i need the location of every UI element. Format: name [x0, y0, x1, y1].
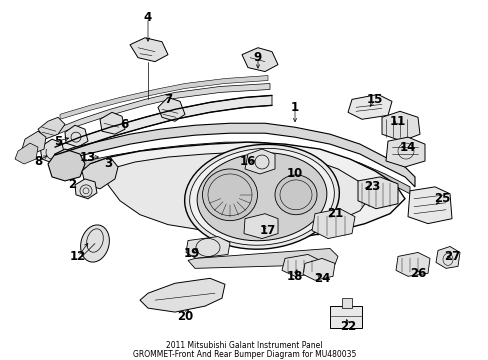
Polygon shape [55, 95, 271, 155]
Polygon shape [130, 38, 168, 62]
Text: 2: 2 [68, 178, 76, 192]
Polygon shape [15, 143, 38, 164]
Polygon shape [185, 237, 229, 258]
Text: 24: 24 [313, 272, 329, 285]
Text: 3: 3 [104, 157, 112, 171]
Ellipse shape [274, 175, 316, 215]
Polygon shape [38, 117, 65, 139]
Polygon shape [407, 187, 451, 224]
Polygon shape [381, 111, 419, 141]
Polygon shape [435, 247, 459, 268]
Ellipse shape [81, 225, 109, 262]
Ellipse shape [184, 144, 339, 249]
Ellipse shape [202, 169, 257, 221]
Polygon shape [48, 149, 85, 181]
Ellipse shape [189, 148, 334, 245]
Polygon shape [55, 123, 414, 187]
Polygon shape [75, 179, 97, 199]
Text: 18: 18 [286, 270, 303, 283]
Text: 9: 9 [253, 51, 262, 64]
Polygon shape [55, 84, 269, 135]
Text: GROMMET-Front And Rear Bumper Diagram for MU480035: GROMMET-Front And Rear Bumper Diagram fo… [133, 350, 355, 359]
Text: 26: 26 [409, 267, 426, 280]
Polygon shape [40, 139, 65, 164]
Polygon shape [158, 98, 184, 121]
Polygon shape [140, 278, 224, 312]
Text: 7: 7 [163, 93, 172, 106]
Text: 8: 8 [34, 154, 42, 167]
Polygon shape [242, 48, 278, 72]
Text: 14: 14 [399, 141, 415, 154]
Polygon shape [395, 252, 429, 276]
Text: 2011 Mitsubishi Galant Instrument Panel: 2011 Mitsubishi Galant Instrument Panel [166, 341, 322, 350]
Text: 23: 23 [363, 180, 379, 193]
Ellipse shape [197, 153, 326, 241]
Polygon shape [82, 157, 118, 189]
Polygon shape [90, 142, 404, 239]
Polygon shape [329, 306, 361, 328]
Text: 10: 10 [286, 167, 303, 180]
Polygon shape [282, 255, 319, 276]
Text: 20: 20 [177, 310, 193, 323]
Text: 6: 6 [120, 118, 128, 131]
Polygon shape [108, 152, 369, 231]
Text: 19: 19 [183, 247, 200, 260]
Text: 4: 4 [143, 12, 152, 24]
Polygon shape [244, 214, 278, 239]
Polygon shape [357, 177, 397, 209]
Polygon shape [311, 209, 354, 239]
Polygon shape [187, 248, 337, 268]
Text: 1: 1 [290, 101, 299, 114]
Text: 17: 17 [259, 224, 276, 237]
Polygon shape [385, 137, 424, 167]
Text: 12: 12 [70, 250, 86, 263]
Text: 13: 13 [80, 150, 96, 163]
Text: 11: 11 [389, 115, 406, 128]
Polygon shape [60, 76, 267, 119]
Polygon shape [100, 112, 125, 134]
Text: 5: 5 [54, 135, 62, 148]
Text: 21: 21 [326, 207, 343, 220]
Text: 27: 27 [443, 250, 459, 263]
Text: 15: 15 [366, 93, 383, 106]
Polygon shape [303, 258, 334, 280]
Text: 22: 22 [339, 320, 355, 333]
Polygon shape [244, 149, 274, 174]
Polygon shape [341, 298, 351, 308]
Polygon shape [55, 142, 409, 194]
Polygon shape [65, 125, 88, 147]
Polygon shape [22, 131, 46, 154]
Text: 25: 25 [433, 192, 449, 205]
Text: 16: 16 [239, 154, 256, 167]
Polygon shape [347, 94, 391, 119]
